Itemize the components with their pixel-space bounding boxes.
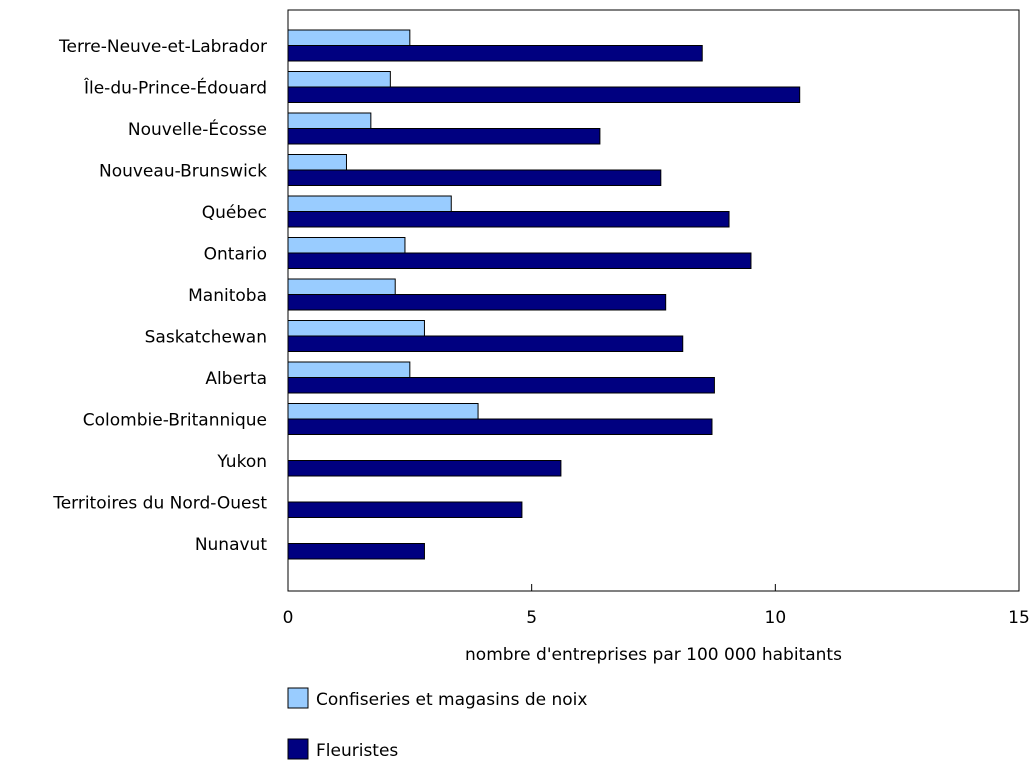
bar-fleuristes	[287, 418, 713, 435]
category-label: Nouveau-Brunswick	[99, 162, 267, 182]
bar-fleuristes	[287, 45, 703, 62]
bar-fleuristes	[287, 335, 684, 352]
bar-fleuristes	[287, 460, 562, 477]
category-label: Québec	[202, 203, 267, 223]
x-axis-ticks: 0 5 10 15	[283, 584, 1030, 628]
legend: Confiseries et magasins de noix Fleuriste…	[287, 687, 587, 761]
x-tick-label: 5	[526, 608, 537, 628]
category-label: Île-du-Prince-Édouard	[83, 77, 267, 99]
bar-fleuristes	[287, 169, 662, 186]
bar-confiseries	[287, 361, 411, 378]
bar-confiseries	[287, 154, 347, 171]
bar-fleuristes	[287, 501, 523, 518]
bar-fleuristes	[287, 86, 801, 103]
bars	[287, 29, 801, 560]
legend-label: Confiseries et magasins de noix	[316, 690, 587, 710]
bar-confiseries	[287, 112, 372, 129]
bar-fleuristes	[287, 543, 425, 560]
category-label: Yukon	[216, 452, 267, 472]
legend-swatch	[287, 687, 309, 709]
category-label: Nouvelle-Écosse	[128, 118, 267, 140]
bar-confiseries	[287, 195, 452, 212]
bar-confiseries	[287, 71, 391, 88]
category-label: Territoires du Nord-Ouest	[52, 494, 267, 514]
legend-swatch	[287, 738, 309, 760]
bar-fleuristes	[287, 211, 730, 228]
category-label: Colombie-Britannique	[83, 411, 267, 431]
bar-fleuristes	[287, 294, 667, 311]
bar-fleuristes	[287, 128, 601, 145]
x-tick-label: 15	[1008, 608, 1030, 628]
legend-label: Fleuristes	[316, 741, 398, 761]
category-label: Terre-Neuve-et-Labrador	[58, 37, 267, 57]
x-axis-title: nombre d'entreprises par 100 000 habitan…	[465, 645, 842, 665]
category-labels: Terre-Neuve-et-Labrador Île-du-Prince-Édo…	[52, 37, 267, 555]
bar-confiseries	[287, 29, 411, 46]
bar-confiseries	[287, 320, 425, 337]
category-label: Saskatchewan	[145, 328, 267, 348]
category-label: Ontario	[204, 245, 267, 265]
category-label: Alberta	[205, 369, 267, 389]
category-label: Nunavut	[195, 535, 268, 555]
bar-confiseries	[287, 403, 479, 420]
x-tick-label: 0	[283, 608, 294, 628]
x-tick-label: 10	[765, 608, 787, 628]
bar-confiseries	[287, 237, 406, 254]
category-label: Manitoba	[188, 286, 267, 306]
bar-fleuristes	[287, 252, 752, 269]
bar-fleuristes	[287, 377, 715, 394]
bar-confiseries	[287, 278, 396, 295]
